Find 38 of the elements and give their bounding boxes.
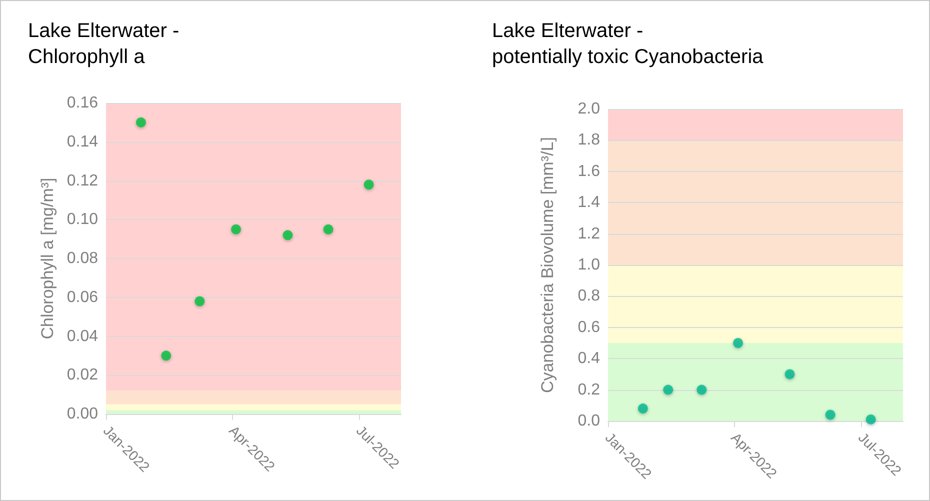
point [194,296,205,306]
y-tick-label: 1.8 [578,132,600,149]
y-tick-label: 0.08 [66,250,98,267]
point [323,224,334,234]
y-tick-label: 0.02 [66,366,98,384]
point [784,369,795,380]
y-axis-title: Chlorophyll a [mg/m³] [38,178,57,340]
point [364,180,374,190]
y-tick-label: 0.12 [66,172,98,190]
y-axis-title: Cyanobacteria Biovolume [mm³/L] [538,136,557,394]
y-tick-label: 1.4 [578,194,600,212]
y-tick-label: 0.04 [66,328,98,345]
y-tick-label: 1.2 [578,225,600,242]
point [136,117,146,128]
y-tick-label: 0.10 [66,211,98,228]
point [825,410,836,420]
chart-title: Lake Elterwater - potentially toxic Cyanobacteria [492,20,764,68]
chart-title: Lake Elterwater - Chlorophyll a [28,20,180,68]
point [733,338,744,348]
y-tick-label: 2.0 [578,100,600,118]
point [696,384,707,395]
point [663,384,674,395]
point [866,414,876,424]
y-tick-label: 0.06 [66,288,98,306]
y-tick-label: 1.0 [578,256,600,274]
y-tick-label: 0.2 [578,381,600,398]
point [638,404,648,414]
y-tick-label: 0.16 [66,94,98,112]
y-tick-label: 0.0 [578,412,600,430]
y-tick-label: 0.6 [578,318,600,336]
y-tick-label: 0.4 [578,350,600,368]
point [282,230,293,240]
point [161,350,172,361]
y-tick-label: 0.00 [66,406,98,422]
y-tick-label: 1.6 [578,162,600,180]
y-tick-label: 0.14 [66,133,98,150]
point [231,224,242,234]
y-tick-label: 0.8 [578,288,600,305]
